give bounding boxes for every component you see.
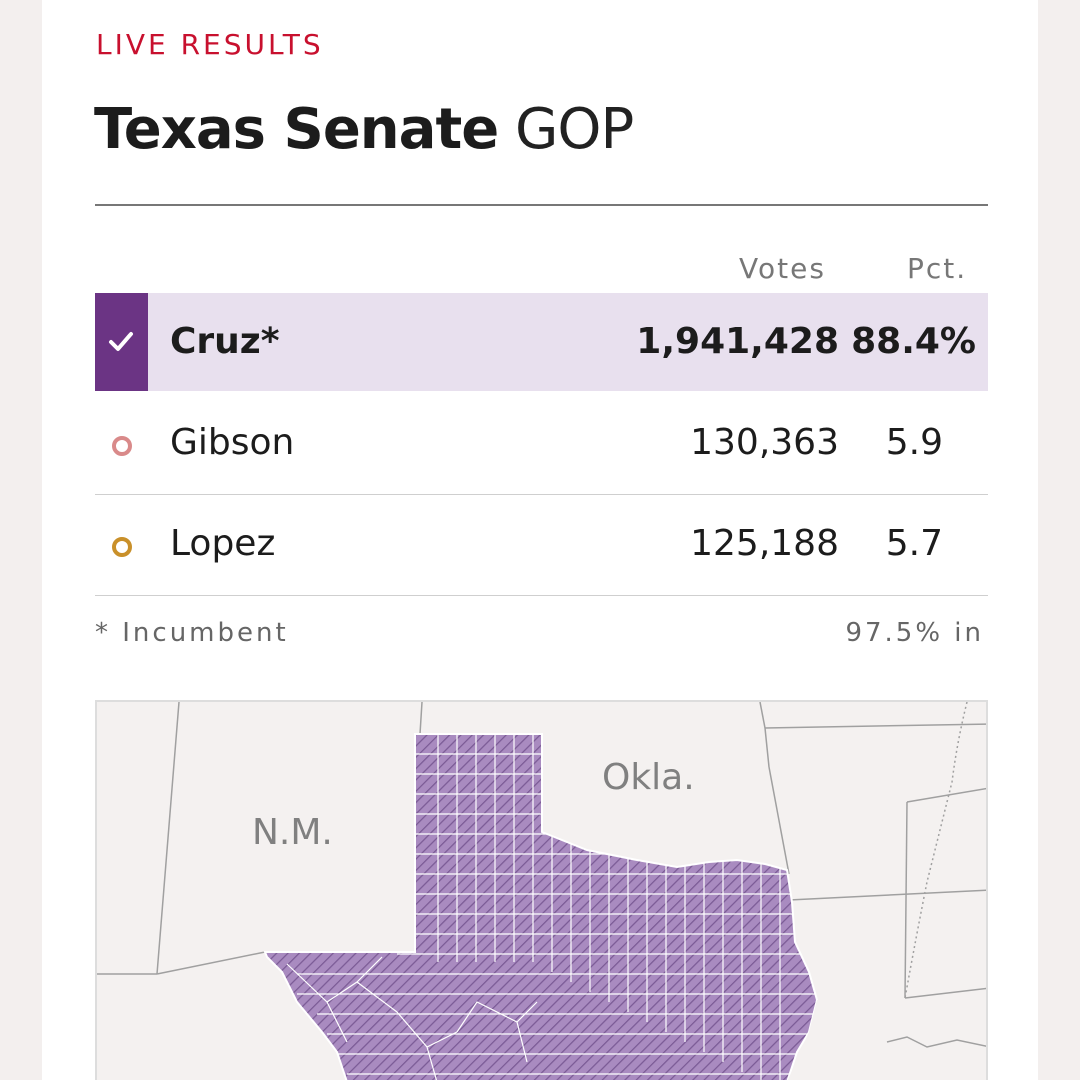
precincts-reporting: 97.5% in — [845, 618, 984, 648]
candidate-row-lopez[interactable]: Lopez 125,188 5.7 — [95, 495, 988, 596]
results-card: LIVE RESULTS Texas Senate GOP Votes Pct.… — [42, 0, 1038, 1080]
winner-badge — [95, 293, 148, 391]
race-title-party: GOP — [515, 97, 634, 162]
pct-column-header: Pct. — [907, 252, 968, 285]
race-title: Texas Senate GOP — [94, 97, 634, 162]
candidate-pct: 88.4% — [851, 321, 976, 362]
candidate-votes: 130,363 — [690, 422, 839, 463]
candidate-row-cruz[interactable]: Cruz* 1,941,428 88.4% — [95, 293, 988, 391]
candidate-name: Gibson — [170, 422, 295, 463]
incumbent-footnote: * Incumbent — [95, 618, 289, 648]
candidate-votes: 1,941,428 — [636, 321, 839, 362]
votes-column-header: Votes — [739, 252, 826, 285]
texas-map-svg — [97, 702, 986, 1080]
texas-counties — [263, 733, 819, 1080]
candidate-name: Lopez — [170, 523, 276, 564]
race-title-state: Texas Senate — [94, 97, 499, 162]
map-label-new-mexico: N.M. — [252, 812, 333, 853]
candidate-votes: 125,188 — [690, 523, 839, 564]
header-divider — [95, 204, 988, 206]
candidate-row-gibson[interactable]: Gibson 130,363 5.9 — [95, 394, 988, 495]
map-label-oklahoma: Okla. — [602, 757, 695, 798]
county-results-map[interactable]: N.M. Okla. — [95, 700, 988, 1080]
candidate-pct: 5.7 — [885, 523, 943, 564]
checkmark-icon — [109, 332, 133, 351]
live-results-label: LIVE RESULTS — [96, 28, 324, 61]
candidate-pct: 5.9 — [885, 422, 943, 463]
circle-outline-icon — [112, 436, 132, 456]
circle-outline-icon — [112, 537, 132, 557]
candidate-name: Cruz* — [170, 321, 280, 362]
